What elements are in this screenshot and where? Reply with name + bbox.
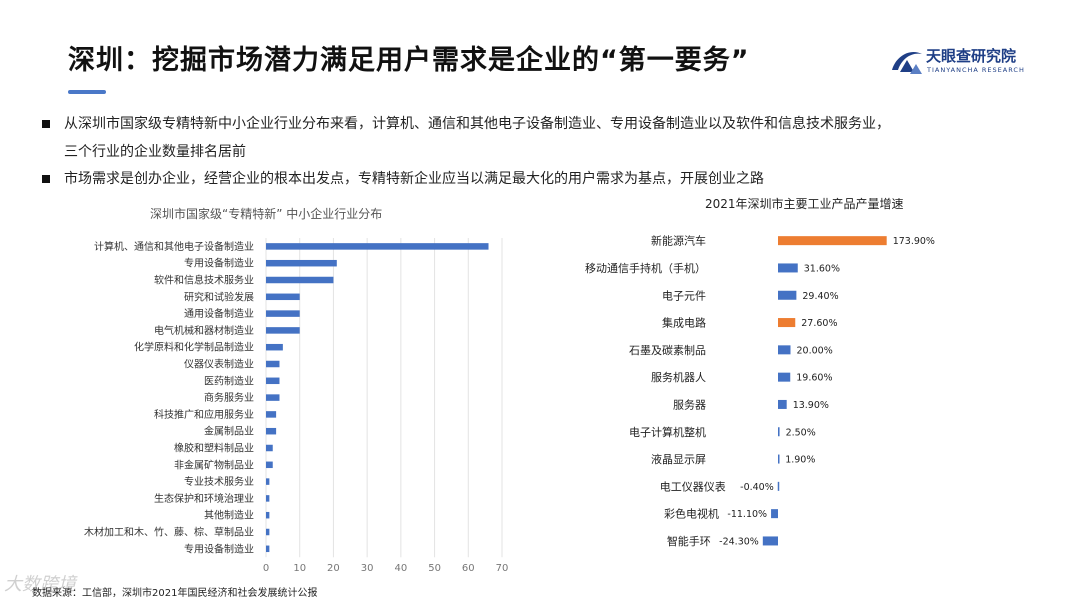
category-label: 科技推广和应用服务业 (154, 408, 254, 421)
bar (778, 236, 887, 246)
category-label: 医药制造业 (204, 374, 254, 387)
bar (266, 478, 270, 485)
category-label: 橡胶和塑料制品业 (174, 442, 254, 455)
bullet-text-1: 从深圳市国家级专精特新中小企业行业分布来看，计算机、通信和其他电子设备制造业、专… (64, 116, 890, 132)
x-tick-label: 30 (361, 563, 374, 574)
data-label: 19.60% (796, 373, 832, 384)
category-label: 金属制品业 (204, 425, 254, 438)
data-label: 1.90% (785, 455, 815, 466)
category-label: 电子计算机整机 (629, 425, 706, 439)
title-underline (68, 90, 106, 94)
tianyancha-logo-icon (892, 51, 922, 74)
bar (266, 360, 280, 368)
category-label: 计算机、通信和其他电子设备制造业 (94, 240, 254, 253)
bar (777, 481, 780, 491)
bar (778, 345, 791, 355)
data-label: 31.60% (804, 263, 840, 274)
x-tick-label: 50 (428, 563, 441, 574)
category-label: 智能手环 (667, 534, 711, 548)
category-label: 服务器 (673, 398, 706, 411)
category-label: 集成电路 (662, 316, 706, 330)
category-label: 新能源汽车 (651, 234, 706, 248)
bar (762, 536, 778, 546)
category-label: 服务机器人 (651, 370, 706, 384)
category-label: 通用设备制造业 (184, 307, 254, 320)
category-label: 电气机械和器材制造业 (154, 324, 254, 337)
bar (778, 427, 780, 437)
data-source: 数据来源：工信部，深圳市2021年国民经济和社会发展统计公报 (32, 588, 318, 599)
bar (778, 454, 780, 464)
bar (266, 461, 273, 469)
category-label: 木材加工和木、竹、藤、棕、草制品业 (84, 526, 254, 539)
bar (266, 310, 300, 317)
bar (266, 343, 283, 351)
category-label: 其他制造业 (204, 509, 254, 522)
x-tick-label: 40 (394, 563, 407, 574)
bar (266, 528, 270, 536)
brand-name: 天眼查研究院 (926, 47, 1017, 65)
category-label: 化学原料和化学制品制造业 (134, 341, 254, 354)
x-tick-label: 0 (263, 563, 269, 574)
bar (778, 318, 796, 328)
bullet-text-2: 市场需求是创办企业，经营企业的根本出发点，专精特新企业应当以满足最大化的用户需求… (64, 171, 764, 187)
bar (266, 545, 270, 553)
bar (266, 259, 337, 267)
data-label: 173.90% (893, 236, 935, 247)
bullet-marker (42, 120, 50, 128)
bar (266, 243, 489, 250)
category-label: 专用设备制造业 (184, 257, 254, 270)
data-label: 20.00% (797, 345, 833, 356)
right-chart-title: 2021年深圳市主要工业产品产量增速 (705, 197, 904, 211)
x-tick-label: 20 (327, 563, 340, 574)
x-tick-label: 10 (293, 563, 306, 574)
bar (778, 372, 791, 382)
category-label: 移动通信手持机（手机） (585, 261, 706, 275)
bar (266, 495, 270, 502)
bar (778, 263, 798, 273)
bar (266, 444, 273, 452)
x-tick-label: 70 (496, 563, 509, 574)
data-label: -11.10% (727, 509, 767, 520)
category-label: 研究和试验发展 (184, 290, 254, 303)
data-label: -24.30% (719, 536, 759, 547)
left-chart-title: 深圳市国家级“专精特新” 中小企业行业分布 (150, 207, 383, 221)
bar (778, 399, 787, 409)
category-label: 非金属矿物制品业 (174, 458, 254, 471)
bar (266, 511, 270, 519)
category-label: 液晶显示屏 (651, 452, 706, 466)
watermark: 大数跨境 (4, 574, 76, 595)
bullet-marker (42, 175, 50, 183)
x-tick-label: 60 (462, 563, 475, 574)
bar (266, 276, 334, 284)
category-label: 商务服务业 (204, 391, 254, 404)
bar (266, 394, 280, 401)
bullet-text-1-continued: 三个行业的企业数量排名居前 (64, 144, 246, 160)
category-label: 专用设备制造业 (184, 542, 254, 555)
data-label: -0.40% (740, 482, 774, 493)
bar (266, 327, 300, 334)
brand-english-name: TIANYANCHA RESEARCH (927, 66, 1025, 74)
category-label: 软件和信息技术服务业 (154, 274, 254, 287)
category-label: 电工仪器仪表 (660, 479, 726, 493)
category-label: 仪器仪表制造业 (184, 358, 254, 371)
bar (266, 427, 277, 435)
category-label: 彩色电视机 (664, 507, 719, 521)
industry-distribution-chart: 0 10 20 30 40 50 60 70计算机、通信和其他电子设备制造业专用设备制造业软件… (84, 238, 509, 574)
data-label: 29.40% (802, 291, 838, 302)
production-growth-chart: 173.90% 新能源汽车 31.60% 移动通信手持机（手机） 29.40% 电子元件 2… (585, 234, 935, 548)
data-label: 13.90% (793, 400, 829, 411)
bar (771, 509, 778, 519)
bar (778, 290, 797, 300)
category-label: 生态保护和环境治理业 (154, 492, 254, 505)
bar (266, 377, 280, 385)
data-label: 27.60% (801, 318, 837, 329)
category-label: 专业技术服务业 (184, 475, 254, 488)
category-label: 电子元件 (662, 289, 706, 302)
data-label: 2.50% (786, 427, 816, 438)
page-title: 深圳：挖掘市场潜力满足用户需求是企业的“第一要务” (68, 45, 750, 76)
bar (266, 411, 277, 418)
category-label: 石墨及碳素制品 (629, 343, 706, 357)
brand: 天眼查研究院 TIANYANCHA RESEARCH (890, 44, 1040, 80)
bar (266, 293, 300, 301)
